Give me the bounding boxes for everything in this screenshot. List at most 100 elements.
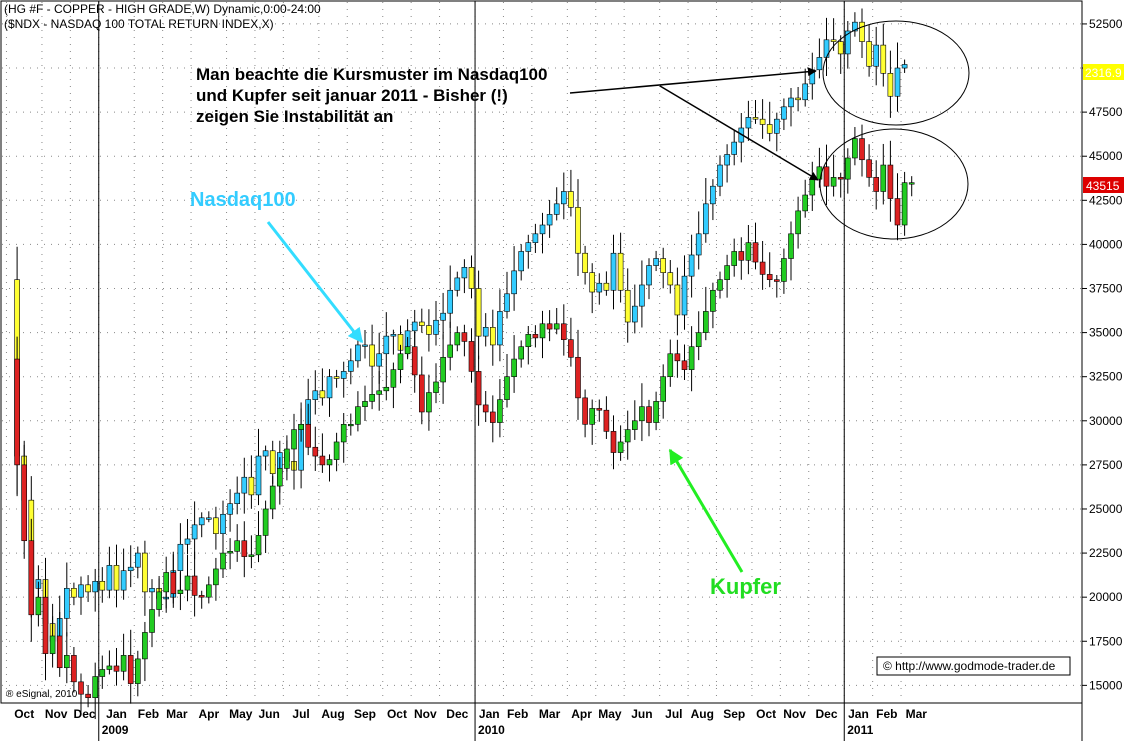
candle-body — [710, 185, 716, 205]
candle-body — [198, 517, 205, 526]
candle-body — [610, 431, 617, 453]
candle-body — [369, 394, 375, 402]
candle-body — [170, 572, 177, 594]
candle-body — [802, 83, 809, 101]
candle-body — [781, 106, 787, 120]
candle-body — [681, 275, 688, 316]
candle-body — [56, 635, 63, 669]
candle-body — [362, 344, 368, 347]
candle-body — [795, 210, 801, 235]
candle-body — [461, 267, 468, 279]
candle-body — [795, 97, 801, 101]
y-tick-label: 47500 — [1089, 105, 1123, 119]
candle-body — [213, 568, 219, 586]
candle-body — [653, 258, 659, 266]
candle-body — [639, 406, 645, 422]
candle-body — [773, 279, 780, 282]
x-month-label: Aug — [691, 707, 714, 721]
candle-body — [894, 67, 901, 97]
candle-body — [475, 371, 482, 406]
price-tag-kupfer — [1083, 177, 1124, 193]
candle-body — [106, 665, 113, 670]
candle-body — [844, 30, 851, 55]
candle-body — [468, 267, 475, 289]
candle-body — [383, 335, 390, 355]
candle-body — [440, 312, 446, 321]
candle-body — [553, 203, 560, 215]
label-nasdaq: Nasdaq100 — [190, 189, 296, 211]
candle-body — [766, 124, 773, 134]
x-month-label: Jan — [479, 707, 500, 721]
candle-body — [113, 565, 120, 591]
candle-body — [433, 319, 439, 335]
candle-body — [660, 376, 667, 402]
x-month-label: Oct — [756, 707, 776, 721]
candle-body — [752, 242, 759, 263]
candle-body — [213, 517, 219, 534]
candle-body — [355, 344, 361, 362]
x-month-label: Sep — [354, 707, 376, 721]
candle-body — [830, 39, 837, 42]
candle-body — [220, 552, 226, 570]
x-year-label: 2011 — [847, 723, 873, 737]
candle-body — [617, 441, 624, 453]
candle-body — [617, 252, 624, 291]
candle-body — [724, 265, 730, 280]
candle-body — [454, 332, 461, 346]
candle-body — [717, 164, 723, 187]
candle-body — [312, 446, 319, 457]
x-month-label: May — [229, 707, 253, 721]
candle-body — [504, 376, 510, 400]
x-month-label: Mar — [166, 707, 188, 721]
candle-body — [596, 408, 603, 411]
candle-body — [497, 399, 503, 423]
candle-body — [347, 360, 354, 372]
candle-body — [64, 655, 70, 669]
x-month-label: Dec — [74, 707, 96, 721]
candle-body — [333, 441, 340, 460]
x-year-label: 2010 — [478, 723, 505, 737]
x-month-label: Mar — [539, 707, 561, 721]
candle-body — [447, 344, 454, 358]
candle-body — [788, 233, 794, 259]
y-tick-label: 42500 — [1089, 193, 1123, 207]
highlight-ellipse-nasdaq — [822, 20, 970, 126]
candle-body — [142, 632, 148, 660]
candle-body — [92, 676, 98, 699]
candle-body — [624, 289, 631, 323]
candle-body — [433, 381, 439, 393]
y-tick-label: 45000 — [1089, 149, 1123, 163]
y-tick-label: 37500 — [1089, 282, 1123, 296]
candle-body — [830, 177, 837, 187]
candle-body — [227, 551, 233, 554]
candle-body — [184, 575, 191, 591]
annotation-line-1: Man beachte die Kursmuster im Nasdaq100 — [196, 65, 547, 84]
x-month-label: Mar — [906, 707, 928, 721]
candle-body — [220, 513, 226, 534]
x-month-label: Nov — [783, 707, 806, 721]
candle-body — [177, 543, 184, 572]
candle-body — [376, 353, 383, 367]
candle-body — [21, 464, 28, 542]
candle-body — [603, 282, 610, 291]
candle-body — [191, 575, 198, 596]
candle-body — [291, 429, 297, 450]
candle-body — [610, 252, 617, 291]
candle-body — [908, 182, 915, 185]
candle-body — [873, 177, 880, 192]
header-line-1: (HG #F - COPPER - HIGH GRADE,W) Dynamic,… — [4, 2, 321, 16]
candle-body — [369, 344, 375, 367]
y-tick-label: 15000 — [1089, 678, 1123, 692]
candle-body — [710, 289, 716, 312]
candle-body — [142, 552, 148, 593]
x-month-label: Dec — [815, 707, 837, 721]
y-tick-label: 17500 — [1089, 634, 1123, 648]
candle-body — [42, 596, 49, 654]
candle-body — [234, 540, 240, 552]
candle-body — [78, 584, 84, 598]
candle-body — [809, 178, 816, 196]
candle-body — [284, 448, 290, 469]
x-month-label: Nov — [414, 707, 437, 721]
candle-body — [624, 429, 631, 443]
